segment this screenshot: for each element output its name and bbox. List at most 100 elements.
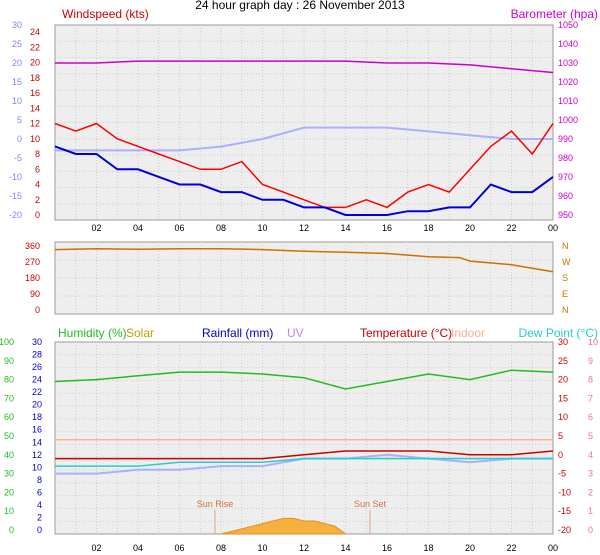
wind-left-ticks-tick: 16 xyxy=(30,88,40,98)
time-tick: 02 xyxy=(91,223,101,233)
wind-right-ticks-tick: 1010 xyxy=(558,96,578,106)
wind-right-ticks-tick: 1020 xyxy=(558,77,578,87)
dir-left-ticks-tick: 90 xyxy=(30,289,40,299)
temp-ticks-tick: 30 xyxy=(558,337,568,347)
rainfall-label: Rainfall (mm) xyxy=(202,326,273,340)
wind-outer-ticks-tick: 15 xyxy=(12,77,22,87)
uv-ticks-tick: 1 xyxy=(588,506,593,516)
wind-left-ticks-tick: 12 xyxy=(30,119,40,129)
wind-outer-ticks-tick: -20 xyxy=(9,210,22,220)
wind-time-axis: 02 04 06 08 10 12 14 16 18 20 22 00 xyxy=(91,223,558,233)
dir-right-labels-tick: N xyxy=(562,305,569,315)
time-tick: 14 xyxy=(340,543,350,553)
temp-ticks-tick: -10 xyxy=(558,487,571,497)
dewpoint-label: Dew Point (°C) xyxy=(519,326,598,340)
wind-outer-axis: 30 25 20 15 10 5 0 -5 -10 -15 -20 xyxy=(9,20,22,220)
rain-ticks-tick: 26 xyxy=(32,362,42,372)
wind-left-ticks-tick: 6 xyxy=(35,164,40,174)
wind-right-ticks-tick: 1030 xyxy=(558,58,578,68)
time-tick: 10 xyxy=(257,223,267,233)
wind-left-ticks-tick: 22 xyxy=(30,42,40,52)
hum-ticks-tick: 80 xyxy=(4,375,14,385)
wind-left-ticks-tick: 4 xyxy=(35,180,40,190)
climate-series xyxy=(54,369,554,535)
time-tick: 12 xyxy=(299,543,309,553)
time-tick: 22 xyxy=(506,223,516,233)
wind-direction-line xyxy=(54,247,554,273)
dir-right-labels-tick: W xyxy=(562,257,571,267)
wind-right-ticks-tick: 950 xyxy=(558,210,573,220)
uv-ticks-tick: 9 xyxy=(588,356,593,366)
uv-ticks-tick: 4 xyxy=(588,450,593,460)
rain-ticks-tick: 10 xyxy=(32,462,42,472)
wind-left-ticks-tick: 0 xyxy=(35,210,40,220)
rain-ticks-tick: 16 xyxy=(32,425,42,435)
rain-ticks-tick: 6 xyxy=(37,487,42,497)
dir-left-ticks-tick: 0 xyxy=(35,305,40,315)
uv-ticks-tick: 10 xyxy=(588,337,598,347)
uv-ticks-tick: 5 xyxy=(588,431,593,441)
wind-grid xyxy=(55,25,553,220)
rain-ticks-tick: 30 xyxy=(32,337,42,347)
wind-outer-ticks-tick: -10 xyxy=(9,172,22,182)
uv-ticks-tick: 8 xyxy=(588,375,593,385)
wind-right-ticks-tick: 1040 xyxy=(558,39,578,49)
humidity-line xyxy=(54,369,554,390)
barometer-line xyxy=(55,60,554,74)
page-title: 24 hour graph day : 26 November 2013 xyxy=(195,0,405,12)
wind-gust-line xyxy=(54,145,554,216)
temp-ticks-tick: 25 xyxy=(558,356,568,366)
time-tick: 20 xyxy=(465,543,475,553)
temp-ticks-tick: -5 xyxy=(558,469,566,479)
time-tick: 14 xyxy=(340,223,350,233)
windspeed-label: Windspeed (kts) xyxy=(62,7,149,21)
uv-ticks-tick: 7 xyxy=(588,393,593,403)
temp-ticks-tick: 5 xyxy=(558,431,563,441)
wind-left-ticks-tick: 8 xyxy=(35,149,40,159)
dir-right-labels-tick: N xyxy=(562,241,569,251)
time-tick: 00 xyxy=(548,543,558,553)
dir-right-labels-tick: E xyxy=(562,289,568,299)
humidity-label: Humidity (%) xyxy=(58,326,127,340)
temp-ticks-tick: -20 xyxy=(558,525,571,535)
wind-outer-ticks-tick: 30 xyxy=(12,20,22,30)
wind-right-ticks-tick: 990 xyxy=(558,134,573,144)
time-tick: 02 xyxy=(91,543,101,553)
wind-outer-ticks-tick: -15 xyxy=(9,191,22,201)
rain-ticks-tick: 18 xyxy=(32,412,42,422)
hum-ticks-tick: 30 xyxy=(4,469,14,479)
wind-outer-ticks-tick: -5 xyxy=(14,153,22,163)
hum-ticks-tick: 60 xyxy=(4,412,14,422)
wind-outer-ticks-tick: 25 xyxy=(12,39,22,49)
time-tick: 04 xyxy=(133,543,143,553)
solar-area xyxy=(220,517,347,535)
time-tick: 00 xyxy=(548,223,558,233)
sunrise-label: Sun Rise xyxy=(197,499,234,509)
temperature-label: Temperature (°C) xyxy=(360,326,452,340)
time-tick: 16 xyxy=(382,223,392,233)
wind-right-ticks-tick: 1050 xyxy=(558,20,578,30)
rain-ticks-tick: 0 xyxy=(37,525,42,535)
uv-ticks-tick: 0 xyxy=(588,525,593,535)
windspeed-line xyxy=(54,122,554,209)
temp-ticks-tick: 10 xyxy=(558,412,568,422)
wind-right-ticks-tick: 1000 xyxy=(558,115,578,125)
hum-ticks-tick: 40 xyxy=(4,450,14,460)
wind-left-ticks-tick: 24 xyxy=(30,27,40,37)
hum-ticks-tick: 10 xyxy=(4,506,14,516)
time-tick: 16 xyxy=(382,543,392,553)
wind-right-ticks-tick: 980 xyxy=(558,153,573,163)
barometer-axis: 1050 1040 1030 1020 1010 1000 990 980 970 960 950 xyxy=(558,20,578,220)
time-tick: 10 xyxy=(257,543,267,553)
hum-ticks-tick: 50 xyxy=(4,431,14,441)
dir-left-ticks-tick: 180 xyxy=(25,273,40,283)
rain-ticks-tick: 4 xyxy=(37,500,42,510)
wind-right-ticks-tick: 970 xyxy=(558,172,573,182)
dir-left-ticks-tick: 360 xyxy=(25,241,40,251)
